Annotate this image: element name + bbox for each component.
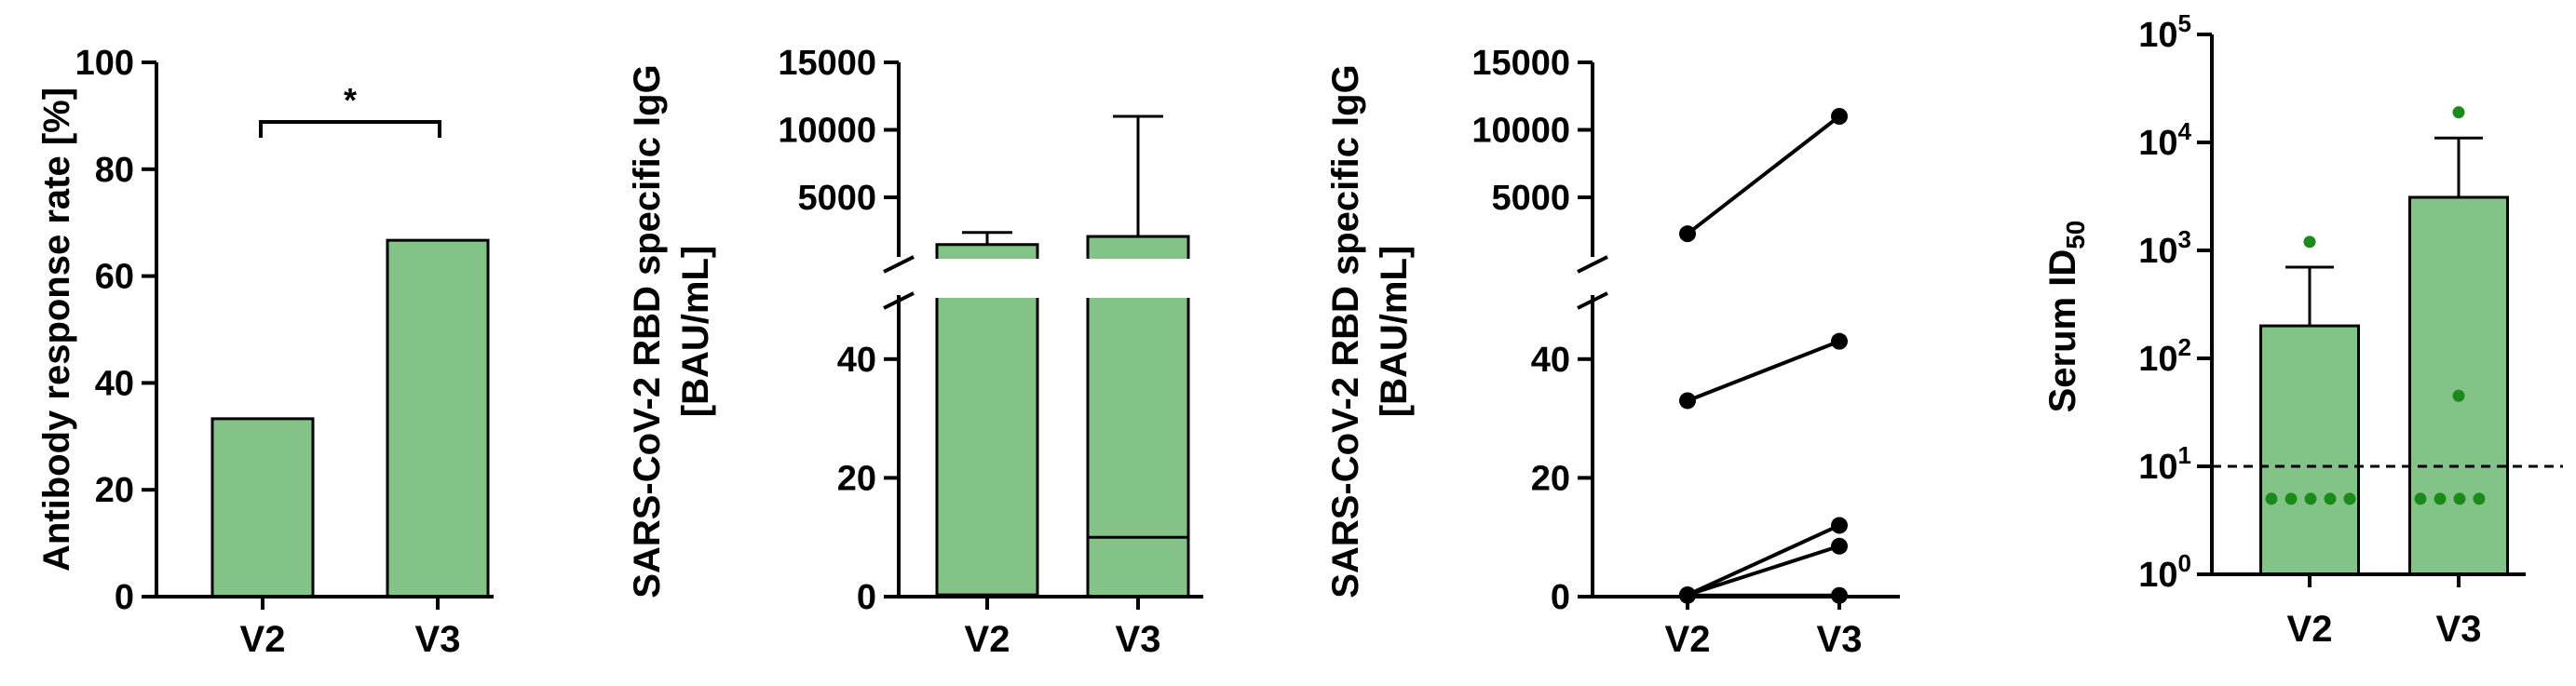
y-tick-exponent: 1 <box>2178 441 2191 469</box>
bar-v3 <box>2408 195 2509 576</box>
y-tick-exponent: 3 <box>2178 225 2191 253</box>
panel-igg-paired: V2 V3 0 20 40 5000 10000 15000 SARS-CoV-2 RBD sp… <box>1325 44 1900 660</box>
data-point <box>2285 492 2298 505</box>
data-point <box>2473 492 2486 505</box>
y-tick-label: 0 <box>857 578 876 617</box>
y-tick-label: 15000 <box>1471 44 1570 83</box>
y-tick-label: 104 <box>2138 117 2191 163</box>
x-tick-label: V3 <box>415 619 461 660</box>
data-point <box>2265 492 2278 505</box>
y-tick-exponent: 4 <box>2178 117 2192 145</box>
y-axis-label-subscript: 50 <box>2061 221 2090 249</box>
significance-label: * <box>344 81 357 119</box>
point-v2 <box>1679 225 1696 243</box>
y-tick-base: 10 <box>2138 16 2177 55</box>
axis-break-mark <box>1577 291 1608 310</box>
break-gap <box>1084 259 1192 298</box>
y-tick-label: 102 <box>2138 333 2191 379</box>
y-axis-label-line: SARS-CoV-2 RBD specific IgG <box>1325 64 1366 598</box>
y-tick-label: 40 <box>95 364 134 403</box>
data-point <box>2452 106 2465 119</box>
axis-break-mark <box>883 291 915 310</box>
series-line <box>1686 114 1841 235</box>
y-tick-label: 5000 <box>1491 179 1570 218</box>
x-tick-label: V2 <box>965 619 1010 660</box>
y-tick-exponent: 5 <box>2178 9 2191 37</box>
y-tick-label: 105 <box>2138 9 2191 55</box>
series-line <box>1687 339 1840 403</box>
y-axis-label-line: [BAU/mL] <box>675 246 716 417</box>
x-tick-label: V2 <box>2287 609 2333 650</box>
x-tick-label: V3 <box>1116 619 1161 660</box>
y-tick-label: 80 <box>95 151 134 190</box>
point-v3 <box>1831 108 1848 125</box>
x-tick-label: V3 <box>2436 609 2482 650</box>
y-axis-label-line: [BAU/mL] <box>1374 246 1415 417</box>
data-point <box>2452 389 2465 402</box>
data-point <box>2303 235 2316 249</box>
y-tick-exponent: 0 <box>2178 549 2191 577</box>
panel-igg-bars: V2 V3 0 20 40 5000 10000 15000 SARS-CoV-2 RBD sp… <box>627 44 1203 660</box>
x-tick-label: V2 <box>240 619 286 660</box>
y-tick-label: 20 <box>837 459 876 498</box>
y-tick-label: 100 <box>2138 549 2191 595</box>
y-tick-label: 40 <box>1531 341 1570 380</box>
point-v3 <box>1831 537 1848 555</box>
y-tick-label: 15000 <box>778 44 876 83</box>
y-tick-label: 5000 <box>797 179 876 218</box>
series-line <box>1687 544 1840 597</box>
point-v2 <box>1679 392 1696 410</box>
data-point <box>2304 492 2317 505</box>
y-tick-base: 10 <box>2138 232 2177 271</box>
point-v3 <box>1831 517 1848 534</box>
data-point <box>2453 492 2466 505</box>
significance-bracket <box>259 120 441 138</box>
axis-break-mark <box>883 255 915 274</box>
y-tick-label: 10000 <box>778 112 876 151</box>
break-gap <box>933 259 1041 298</box>
y-tick-label: 103 <box>2138 225 2191 271</box>
y-axis-label-main: Serum ID <box>2042 249 2083 413</box>
y-tick-label: 0 <box>115 578 134 617</box>
data-point <box>2434 492 2447 505</box>
y-tick-label: 10000 <box>1471 112 1570 151</box>
y-tick-base: 10 <box>2138 448 2177 487</box>
axis-break-mark <box>1577 255 1608 274</box>
y-axis-label: SARS-CoV-2 RBD specific IgG [BAU/mL] <box>1325 64 1415 598</box>
y-tick-label: 60 <box>95 258 134 297</box>
point-v3 <box>1831 332 1848 350</box>
y-tick-exponent: 2 <box>2178 333 2191 361</box>
data-point <box>2414 492 2427 505</box>
y-tick-base: 10 <box>2138 340 2177 379</box>
series-line <box>1687 523 1840 597</box>
y-tick-base: 10 <box>2138 556 2177 595</box>
y-tick-label: 20 <box>1531 459 1570 498</box>
bar-v2 <box>2259 324 2360 576</box>
x-tick-label: V2 <box>1665 619 1711 660</box>
y-axis-label: Serum ID50 <box>2042 221 2090 413</box>
data-point <box>2324 492 2337 505</box>
y-tick-label: 40 <box>837 341 876 380</box>
y-tick-label: 100 <box>75 44 134 83</box>
y-axis-label: SARS-CoV-2 RBD specific IgG [BAU/mL] <box>627 64 716 598</box>
data-point <box>2343 492 2356 505</box>
y-tick-label: 0 <box>1551 578 1570 617</box>
x-tick-label: V3 <box>1817 619 1863 660</box>
bar-v2 <box>210 417 315 599</box>
y-tick-base: 10 <box>2138 124 2177 163</box>
y-tick-label: 20 <box>95 471 134 510</box>
panel-response-rate: V2 V3 0 20 40 60 80 100 * Antibody response rate … <box>36 44 494 660</box>
bar-v3 <box>386 238 490 599</box>
y-axis-label: Antibody response rate [%] <box>36 87 77 572</box>
y-axis-label-line: SARS-CoV-2 RBD specific IgG <box>627 64 668 598</box>
y-tick-label: 101 <box>2138 441 2191 487</box>
